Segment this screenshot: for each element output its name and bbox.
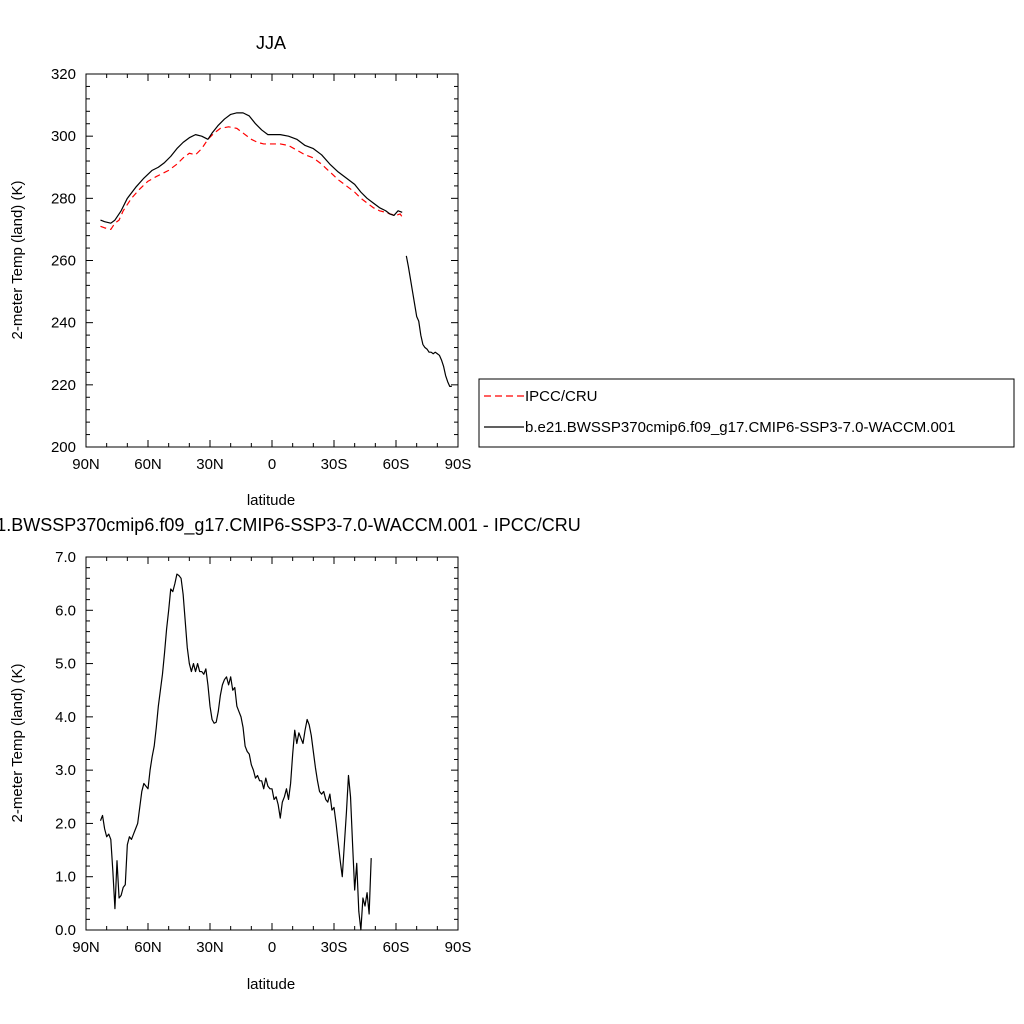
y-tick-label: 7.0 [55, 549, 76, 566]
legend: IPCC/CRU b.e21.BWSSP370cmip6.f09_g17.CMI… [478, 378, 1015, 448]
y-tick-label: 200 [51, 439, 76, 456]
x-tick-label: 90S [445, 456, 472, 473]
series-1-line-segment-0 [100, 112, 403, 224]
y-tick-label: 6.0 [55, 602, 76, 619]
y-tick-label: 280 [51, 190, 76, 207]
x-tick-label: 90N [72, 939, 100, 956]
top-x-axis-label: latitude [247, 492, 295, 509]
y-tick-label: 320 [51, 66, 76, 83]
bottom-chart-title: b.e21.BWSSP370cmip6.f09_g17.CMIP6-SSP3-7… [0, 515, 581, 536]
x-tick-label: 90N [72, 456, 100, 473]
top-plot-frame [85, 73, 459, 448]
y-tick-label: 220 [51, 377, 76, 394]
x-tick-label: 30N [196, 939, 224, 956]
legend-label-ipcc-cru: IPCC/CRU [525, 388, 598, 405]
x-tick-label: 30N [196, 456, 224, 473]
y-tick-label: 3.0 [55, 762, 76, 779]
top-chart-ticks [85, 73, 459, 448]
top-y-axis-label: 2-meter Temp (land) (K) [9, 181, 26, 340]
legend-label-model: b.e21.BWSSP370cmip6.f09_g17.CMIP6-SSP3-7… [525, 419, 955, 436]
top-chart-title: JJA [256, 33, 286, 53]
bottom-plot-frame [85, 556, 459, 931]
bottom-chart-ticks [85, 556, 459, 931]
top-chart: JJA 200 220 240 260 280 300 320 90N 60N 30N 0 30S 6… [9, 33, 471, 509]
bottom-x-axis-label: latitude [247, 976, 295, 993]
bottom-chart-series-group [99, 573, 372, 931]
x-tick-label: 60N [134, 456, 162, 473]
top-y-tick-labels: 200 220 240 260 280 300 320 [51, 66, 76, 456]
x-tick-label: 60N [134, 939, 162, 956]
x-tick-label: 60S [383, 939, 410, 956]
y-tick-label: 260 [51, 253, 76, 270]
x-tick-label: 60S [383, 456, 410, 473]
x-tick-label: 30S [321, 939, 348, 956]
x-tick-label: 30S [321, 456, 348, 473]
x-tick-label: 90S [445, 939, 472, 956]
legend-box [478, 378, 1015, 448]
y-tick-label: 300 [51, 128, 76, 145]
top-chart-series-group [100, 112, 452, 387]
top-x-tick-labels: 90N 60N 30N 0 30S 60S 90S [72, 456, 471, 473]
x-tick-label: 0 [268, 456, 276, 473]
y-tick-label: 0.0 [55, 922, 76, 939]
bottom-chart: b.e21.BWSSP370cmip6.f09_g17.CMIP6-SSP3-7… [0, 515, 581, 993]
y-tick-label: 5.0 [55, 656, 76, 673]
y-tick-label: 240 [51, 315, 76, 332]
series-0-line-segment-0 [100, 126, 403, 231]
y-tick-label: 2.0 [55, 815, 76, 832]
bottom-y-tick-labels: 0.0 1.0 2.0 3.0 4.0 5.0 6.0 7.0 [55, 549, 76, 939]
y-tick-label: 1.0 [55, 869, 76, 886]
bottom-x-tick-labels: 90N 60N 30N 0 30S 60S 90S [72, 939, 471, 956]
y-tick-label: 4.0 [55, 709, 76, 726]
x-tick-label: 0 [268, 939, 276, 956]
series-0-line-segment-0 [99, 573, 372, 931]
bottom-y-axis-label: 2-meter Temp (land) (K) [9, 664, 26, 823]
series-1-line-segment-1 [405, 255, 452, 387]
